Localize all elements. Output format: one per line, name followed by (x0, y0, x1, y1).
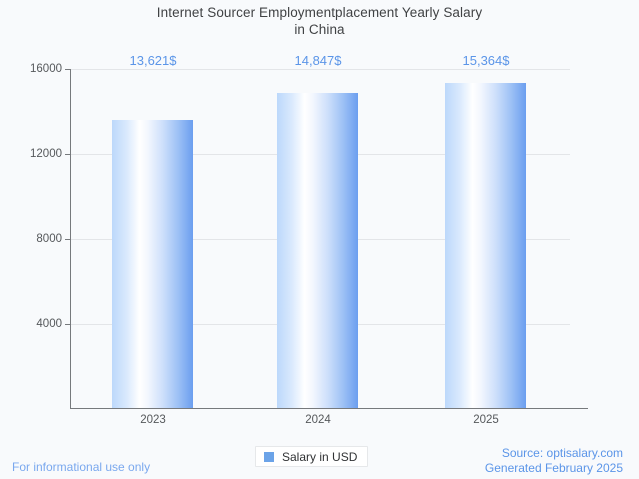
y-axis-tick-label: 12000 (30, 148, 62, 160)
x-axis-label-2025: 2025 (473, 414, 499, 426)
x-axis-label-2024: 2024 (305, 414, 331, 426)
y-axis-tick-label: 16000 (30, 63, 62, 75)
x-axis-label-2023: 2023 (140, 414, 166, 426)
y-tick-mark-16000 (65, 69, 70, 70)
y-tick-mark-12000 (65, 154, 70, 155)
bar-2024[interactable] (277, 93, 358, 408)
generated-text: Generated February 2025 (484, 461, 623, 475)
chart-title-line-1: Internet Sourcer Employmentplacement Yea… (156, 5, 483, 20)
y-axis-tick-label: 4000 (36, 318, 62, 330)
chart-legend[interactable]: Salary in USD (255, 446, 369, 467)
y-tick-mark-8000 (65, 239, 70, 240)
y-axis-line (70, 69, 71, 409)
bar-value-label-2025: 15,364$ (462, 53, 510, 68)
disclaimer-text: For informational use only (12, 460, 151, 474)
y-axis-tick-label: 8000 (36, 233, 62, 245)
legend-swatch-icon (264, 451, 274, 462)
bar-value-label-2023: 13,621$ (129, 53, 177, 68)
chart-title-line-2: in China (294, 22, 345, 37)
bar-2025[interactable] (445, 83, 526, 408)
x-axis-line (70, 408, 588, 409)
source-block: Source: optisalary.com Generated Februar… (485, 446, 623, 476)
bar-2023[interactable] (112, 120, 193, 408)
plot-area (70, 69, 570, 408)
chart-title: Internet Sourcer Employmentplacement Yea… (0, 4, 639, 38)
bar-value-label-2024: 14,847$ (294, 53, 342, 68)
gridline-16000 (70, 69, 570, 70)
source-text: Source: optisalary.com (501, 446, 623, 460)
y-tick-mark-4000 (65, 324, 70, 325)
legend-item-label: Salary in USD (282, 449, 358, 464)
